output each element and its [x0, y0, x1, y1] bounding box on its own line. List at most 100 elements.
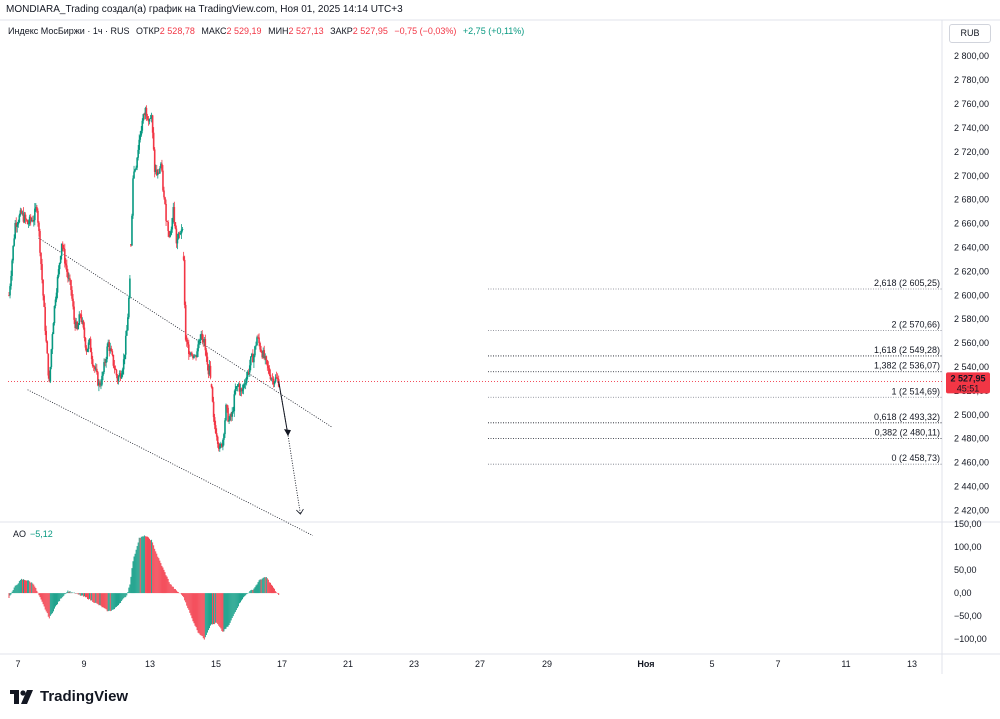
candle-body — [104, 362, 106, 363]
tradingview-logo[interactable]: TradingView — [10, 688, 128, 705]
candle-body — [93, 366, 96, 370]
candle-body — [225, 404, 227, 421]
candle-body — [212, 401, 215, 418]
candle-body — [155, 169, 158, 176]
candle-body — [126, 330, 128, 336]
x-tick-label: 11 — [841, 659, 850, 669]
candle-body — [12, 245, 14, 261]
candle-body — [37, 210, 39, 223]
candle-body — [160, 163, 162, 169]
candle-body — [273, 381, 276, 385]
candle-body — [71, 289, 73, 299]
high-label: МАКС — [201, 26, 227, 36]
candle-body — [182, 256, 185, 260]
x-tick-label: 17 — [277, 659, 287, 669]
candle-body — [143, 114, 146, 115]
fib-level-label: 1,618 (2 549,28) — [874, 345, 940, 355]
symbol-label[interactable]: Индекс МосБиржи · 1ч · RUS — [8, 26, 130, 36]
candle-body — [149, 118, 152, 120]
candle-body — [266, 360, 269, 366]
candle-body — [275, 377, 278, 379]
candle-body — [115, 369, 118, 376]
candle-body — [200, 333, 202, 340]
x-tick-label: 13 — [145, 659, 155, 669]
candle-body — [233, 394, 236, 412]
candle-body — [83, 327, 86, 339]
candle-body — [34, 208, 36, 221]
candle-body — [191, 352, 193, 356]
candle-body — [198, 341, 200, 345]
candle-body — [55, 292, 58, 300]
candle-body — [18, 215, 21, 223]
x-tick-label: Ноя — [637, 659, 654, 669]
candle-body — [243, 383, 246, 385]
ao-legend: AO −5,12 — [13, 529, 53, 539]
fib-level-label: 2,618 (2 605,25) — [874, 278, 940, 288]
candle-body — [129, 278, 131, 298]
fib-level-label: 1 (2 514,69) — [891, 386, 940, 396]
currency-button[interactable]: RUB — [949, 24, 991, 43]
high-value: 2 529,19 — [226, 26, 262, 36]
candle-body — [123, 354, 126, 360]
ao-value: −5,12 — [30, 529, 53, 539]
candle-body — [219, 446, 221, 449]
x-tick-label: 5 — [709, 659, 714, 669]
candle-body — [119, 373, 122, 379]
candle-body — [173, 207, 176, 223]
candle-body — [56, 276, 59, 293]
candle-body — [122, 359, 125, 370]
candle-body — [165, 203, 167, 221]
candle-body — [89, 338, 92, 353]
ao-y-tick-label: 150,00 — [954, 519, 982, 529]
candle-body — [146, 116, 149, 119]
candle-body — [53, 305, 56, 324]
candle-body — [58, 262, 61, 270]
candle-body — [230, 414, 232, 417]
y-tick-label: 2 700,00 — [954, 171, 989, 181]
candle-body — [77, 324, 80, 330]
low-label: МИН — [268, 26, 289, 36]
candle-body — [90, 352, 93, 360]
candle-body — [80, 314, 83, 323]
candle-body — [251, 353, 253, 357]
candle-body — [152, 132, 155, 150]
candle-body — [216, 436, 219, 445]
candle-body — [116, 375, 119, 382]
y-tick-label: 2 780,00 — [954, 75, 989, 85]
candle-body — [270, 378, 273, 380]
candle-body — [10, 275, 12, 287]
candle-body — [45, 330, 47, 342]
y-tick-label: 2 500,00 — [954, 410, 989, 420]
candle-body — [209, 365, 212, 378]
candle-body — [222, 439, 224, 447]
forecast-arrow-head-2 — [296, 508, 304, 515]
ao-y-tick-label: −100,00 — [954, 634, 987, 644]
candle-body — [158, 172, 160, 174]
candle-body — [163, 190, 165, 198]
candle-body — [35, 206, 37, 209]
candle-body — [20, 210, 23, 214]
candle-body — [76, 321, 78, 330]
candle-body — [159, 168, 161, 174]
y-tick-label: 2 800,00 — [954, 51, 989, 61]
candle-body — [185, 339, 188, 342]
ao-name[interactable]: AO — [13, 529, 27, 539]
candle-body — [168, 230, 170, 237]
candle-body — [139, 135, 142, 140]
current-price-timer: 45:51 — [957, 383, 980, 393]
candle-body — [204, 339, 207, 351]
candle-body — [75, 321, 77, 329]
x-tick-label: 9 — [81, 659, 86, 669]
candle-body — [232, 411, 235, 413]
candle-body — [154, 169, 157, 172]
candle-body — [11, 260, 13, 276]
candle-body — [78, 314, 81, 325]
candle-body — [134, 169, 136, 172]
candle-body — [36, 206, 38, 211]
candle-body — [102, 372, 104, 376]
candle-body — [101, 375, 103, 385]
candle-body — [196, 351, 198, 358]
open-value: 2 528,78 — [159, 26, 195, 36]
candle-body — [175, 228, 178, 244]
